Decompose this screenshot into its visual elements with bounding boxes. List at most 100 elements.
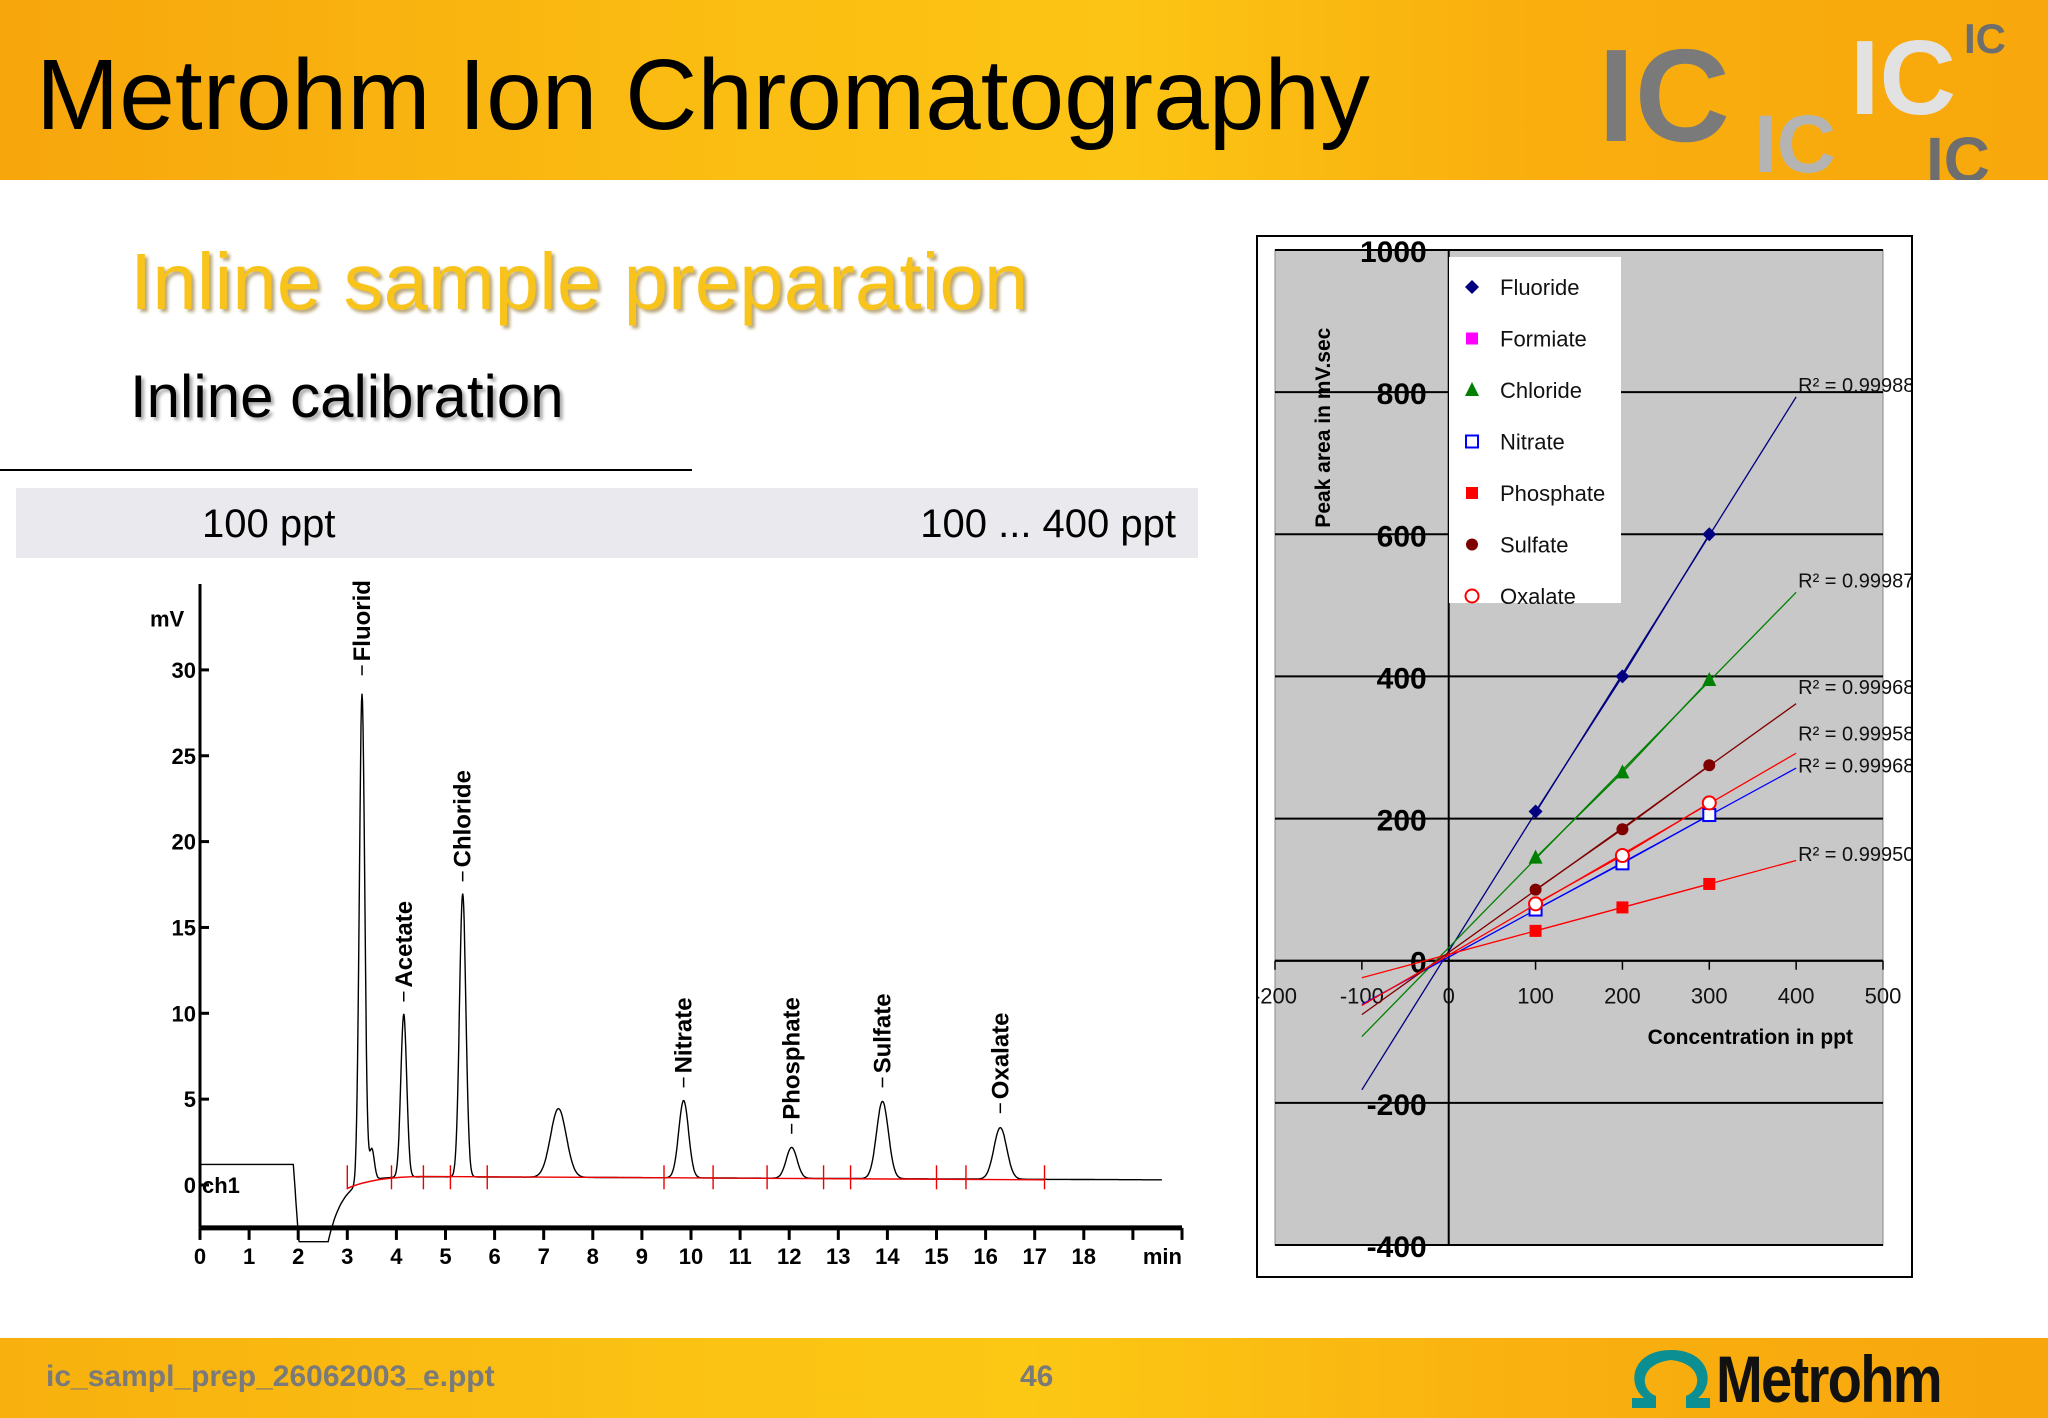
metrohm-logo: Metrohm xyxy=(1626,1342,1981,1416)
y-tick-label: 5 xyxy=(184,1087,196,1112)
legend-label: Chloride xyxy=(1500,378,1582,403)
x-tick-label: 14 xyxy=(875,1244,900,1269)
x-tick-label: 6 xyxy=(488,1244,500,1269)
peak-label: Phosphate xyxy=(779,997,806,1120)
legend-label: Nitrate xyxy=(1500,430,1565,455)
y-tick-label: 200 xyxy=(1377,805,1427,838)
logo-text: Metrohm xyxy=(1716,1342,1943,1416)
integration-baseline xyxy=(347,1175,1045,1190)
r-squared-label: R² = 0.99968 xyxy=(1798,677,1911,699)
ic-logo-letter: IC xyxy=(1598,22,1730,169)
concentration-band: 100 ppt 100 ... 400 ppt xyxy=(16,488,1198,558)
x-tick-label: 200 xyxy=(1604,984,1641,1009)
slide-title: Metrohm Ion Chromatography xyxy=(36,39,1370,151)
y-axis-title: Peak area in mV.sec xyxy=(1312,327,1335,527)
footer-filename: ic_sampl_prep_26062003_e.ppt xyxy=(46,1360,495,1393)
x-tick-label: 400 xyxy=(1778,984,1815,1009)
band-left-label: 100 ppt xyxy=(202,502,336,546)
legend-label: Phosphate xyxy=(1500,481,1605,506)
peak-label: Fluorid xyxy=(349,580,376,661)
ic-logo-letter: IC xyxy=(1926,124,1990,180)
data-point xyxy=(1702,527,1717,542)
x-tick-label: 0 xyxy=(1443,984,1455,1009)
y-tick-label: 20 xyxy=(172,830,196,855)
x-tick-label: 17 xyxy=(1022,1244,1046,1269)
x-tick-label: 9 xyxy=(636,1244,648,1269)
data-point xyxy=(1464,588,1480,604)
data-point xyxy=(1616,901,1629,914)
data-point xyxy=(1702,808,1717,823)
data-point xyxy=(1466,487,1478,499)
y-tick-label: 800 xyxy=(1377,378,1427,411)
r-squared-label: R² = 0.99988 xyxy=(1798,375,1911,397)
x-tick-label: 1 xyxy=(243,1244,255,1269)
x-tick-label: 18 xyxy=(1072,1244,1096,1269)
x-tick-label: 4 xyxy=(390,1244,403,1269)
r-squared-label: R² = 0.99958 xyxy=(1798,723,1911,745)
legend-label: Sulfate xyxy=(1500,533,1569,558)
x-axis-unit: min xyxy=(1143,1244,1182,1269)
data-point xyxy=(1703,759,1716,772)
x-tick-label: 2 xyxy=(292,1244,304,1269)
x-axis-title: Concentration in ppt xyxy=(1648,1026,1853,1049)
x-tick-label: 500 xyxy=(1865,984,1902,1009)
data-point xyxy=(1529,924,1542,937)
x-tick-label: 10 xyxy=(679,1244,703,1269)
y-tick-label: -400 xyxy=(1367,1231,1427,1264)
y-tick-label: -200 xyxy=(1367,1089,1427,1122)
ic-logo-letter: IC xyxy=(1850,19,1956,137)
calibration-chart: -400-20002004006008001000-200-1000100200… xyxy=(1253,236,1914,1264)
r-squared-label: R² = 0.99987 xyxy=(1798,571,1911,593)
data-point xyxy=(1701,795,1717,811)
peak-label: Sulfate xyxy=(869,993,896,1073)
peak-label: Nitrate xyxy=(671,997,698,1073)
data-point xyxy=(1703,877,1716,890)
data-point xyxy=(1466,538,1478,551)
r-squared-label: R² = 0.99968 xyxy=(1798,755,1911,777)
data-point xyxy=(1615,764,1630,779)
y-tick-label: 1000 xyxy=(1360,237,1427,269)
x-tick-label: 300 xyxy=(1691,984,1728,1009)
y-tick-label: 0 xyxy=(184,1173,196,1198)
data-point xyxy=(1615,669,1630,684)
x-tick-label: 3 xyxy=(341,1244,353,1269)
x-tick-label: 12 xyxy=(777,1244,801,1269)
x-tick-label: 0 xyxy=(194,1244,206,1269)
x-tick-label: 15 xyxy=(924,1244,948,1269)
slide-footer: ic_sampl_prep_26062003_e.ppt 46 Metrohm xyxy=(0,1338,2048,1418)
x-tick-label: -200 xyxy=(1258,984,1297,1009)
data-point xyxy=(1466,332,1478,345)
y-tick-label: 15 xyxy=(172,915,196,940)
x-tick-label: 8 xyxy=(587,1244,599,1269)
chromatogram-trace xyxy=(200,693,1162,1243)
r-squared-label: R² = 0.99950 xyxy=(1798,844,1911,866)
x-tick-label: 16 xyxy=(973,1244,997,1269)
divider xyxy=(0,469,692,471)
section-title: Inline sample preparation xyxy=(130,237,1029,326)
data-point xyxy=(1528,804,1543,819)
y-tick-label: 10 xyxy=(172,1001,196,1026)
x-tick-label: 11 xyxy=(728,1244,751,1269)
peak-label: Chloride xyxy=(450,770,477,867)
data-point xyxy=(1528,896,1544,912)
x-tick-label: 5 xyxy=(439,1244,451,1269)
data-point xyxy=(1614,848,1630,864)
legend: Fluoride Formiate Chloride Nitrate Phosphate… xyxy=(1449,257,1621,609)
subtitle: Inline calibration xyxy=(130,363,564,430)
x-tick-label: 7 xyxy=(538,1244,550,1269)
data-point xyxy=(1465,434,1479,449)
y-axis-unit: mV xyxy=(150,606,185,631)
y-tick-label: 25 xyxy=(172,744,196,769)
channel-label: ch1 xyxy=(202,1173,240,1198)
calibration-chart-frame: -400-20002004006008001000-200-1000100200… xyxy=(1253,235,1914,1278)
band-right-label: 100 ... 400 ppt xyxy=(920,502,1176,546)
legend-label: Formiate xyxy=(1500,327,1587,352)
x-tick-label: 100 xyxy=(1517,984,1554,1009)
omega-icon xyxy=(1632,1350,1710,1408)
data-point xyxy=(1529,883,1542,896)
data-point xyxy=(1465,382,1479,396)
x-tick-label: 13 xyxy=(826,1244,850,1269)
ic-logo-letter: IC xyxy=(1964,15,2006,62)
y-tick-label: 30 xyxy=(172,658,196,683)
